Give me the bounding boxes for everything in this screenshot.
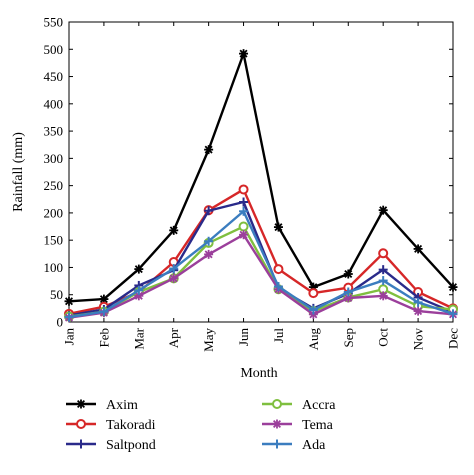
x-tick-label: Dec — [446, 328, 461, 349]
data-point-axim — [343, 269, 353, 279]
data-point-ada — [413, 297, 423, 307]
series-line-ada — [68, 210, 454, 319]
legend-item-takoradi: Takoradi — [66, 418, 156, 433]
series-line-saltpond — [68, 200, 454, 317]
legend-item-tema: Tema — [262, 418, 334, 433]
data-point-tema — [239, 230, 249, 240]
data-point-takoradi — [308, 288, 319, 299]
legend-swatch-marker — [272, 419, 282, 429]
y-tick-label: 0 — [57, 315, 64, 330]
legend-item-ada: Ada — [262, 438, 326, 453]
legend-label: Accra — [302, 398, 336, 413]
x-tick-label: Jun — [236, 328, 251, 347]
x-tick-label: Feb — [96, 328, 111, 348]
legend: Axim Takoradi Saltpond Accra Tema Ada — [66, 398, 336, 453]
y-tick-label: 50 — [50, 287, 63, 302]
legend-item-saltpond: Saltpond — [66, 438, 156, 453]
data-point-axim — [413, 244, 423, 254]
data-point-axim — [378, 205, 388, 215]
data-point-ada — [448, 309, 458, 319]
y-axis-title: Rainfall (mm) — [11, 132, 26, 212]
legend-label: Axim — [106, 398, 138, 413]
y-tick-label: 250 — [44, 178, 64, 193]
legend-swatch-marker — [76, 439, 86, 449]
x-tick-label: Nov — [411, 328, 426, 351]
data-point-ada — [204, 236, 214, 246]
x-tick-label: Mar — [131, 327, 146, 349]
legend-label: Ada — [302, 438, 326, 453]
x-tick-label: Apr — [166, 327, 181, 348]
data-point-axim — [169, 225, 179, 235]
data-point-ada — [239, 206, 249, 216]
legend-swatch-marker — [76, 399, 86, 409]
data-point-axim — [134, 264, 144, 274]
y-tick-label: 500 — [44, 42, 64, 57]
data-point-tema — [169, 273, 179, 283]
legend-item-axim: Axim — [66, 398, 138, 413]
data-point-axim — [273, 222, 283, 232]
axes-layer: 0 50 100 150 200 250 300 350 400 450 500 550 Jan Feb M… — [44, 15, 461, 352]
y-tick-label: 450 — [44, 69, 64, 84]
data-point-axim — [239, 49, 249, 59]
x-tick-label: May — [201, 328, 216, 352]
legend-swatch-marker — [272, 399, 282, 409]
data-point-ada — [308, 305, 318, 315]
data-point-accra — [238, 221, 249, 232]
y-tick-label: 550 — [44, 15, 64, 30]
legend-label: Saltpond — [106, 438, 156, 453]
x-tick-label: Jan — [62, 328, 77, 346]
x-tick-label: Aug — [306, 328, 321, 351]
x-tick-label: Jul — [271, 328, 286, 344]
data-point-axim — [64, 296, 74, 306]
data-point-axim — [448, 282, 458, 292]
data-point-ada — [64, 312, 74, 322]
data-point-tema — [204, 249, 214, 259]
data-point-saltpond — [204, 206, 214, 216]
x-tick-label: Sep — [341, 328, 356, 348]
data-point-saltpond — [378, 265, 388, 275]
plot-frame — [68, 21, 454, 323]
data-point-takoradi — [378, 248, 389, 259]
series-line-axim — [68, 52, 454, 303]
data-point-ada — [134, 285, 144, 295]
data-point-ada — [378, 276, 388, 286]
data-point-axim — [204, 145, 214, 155]
data-point-takoradi — [238, 184, 249, 195]
x-axis-title: Month — [240, 366, 277, 381]
y-tick-label: 200 — [44, 205, 64, 220]
data-point-ada — [343, 287, 353, 297]
data-point-tema — [413, 306, 423, 316]
y-tick-label: 400 — [44, 96, 64, 111]
series-layer — [64, 49, 458, 323]
series-line-tema — [68, 233, 454, 319]
series-tema — [64, 230, 458, 323]
data-point-ada — [273, 282, 283, 292]
y-tick-label: 300 — [44, 151, 64, 166]
y-tick-label: 100 — [44, 260, 64, 275]
data-point-takoradi — [273, 264, 284, 275]
data-point-ada — [99, 307, 109, 317]
y-tick-label: 350 — [44, 124, 64, 139]
series-ada — [64, 206, 458, 322]
series-axim — [64, 49, 458, 306]
legend-label: Tema — [302, 418, 334, 433]
data-point-tema — [378, 291, 388, 301]
legend-swatch-marker — [76, 419, 86, 429]
legend-swatch-marker — [272, 439, 282, 449]
x-tick-label: Oct — [376, 328, 391, 347]
data-point-saltpond — [239, 197, 249, 207]
data-point-ada — [169, 264, 179, 274]
legend-label: Takoradi — [106, 418, 156, 433]
y-tick-label: 150 — [44, 233, 64, 248]
legend-item-accra: Accra — [262, 398, 336, 413]
